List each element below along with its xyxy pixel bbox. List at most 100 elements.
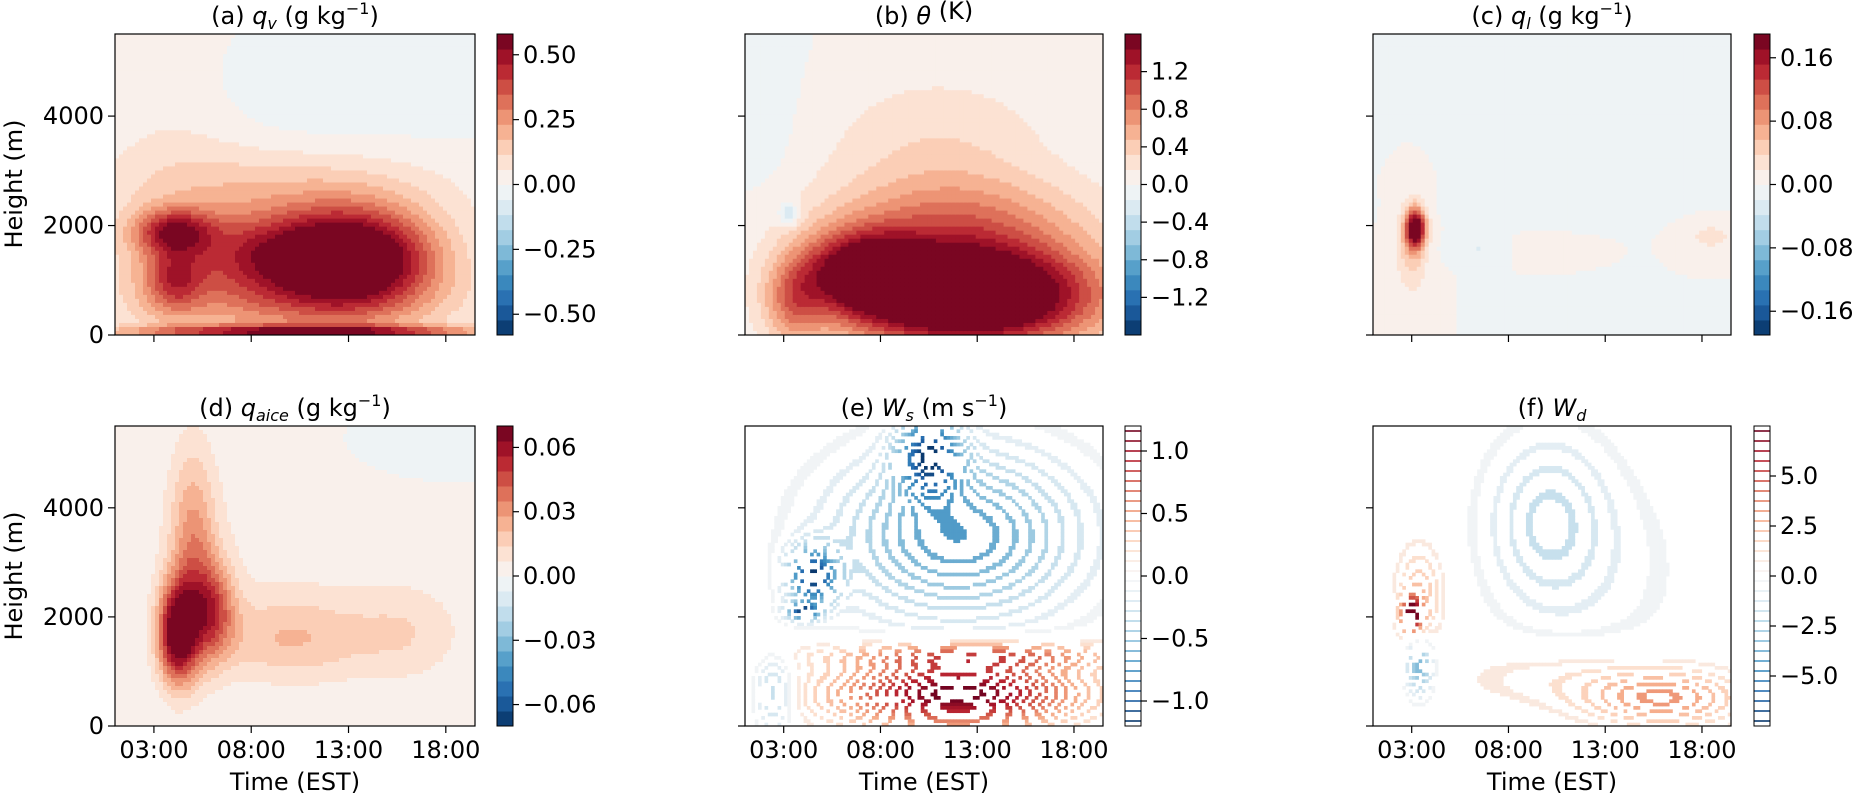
field-cell	[239, 266, 244, 272]
field-cell	[287, 274, 292, 280]
field-cell	[211, 218, 216, 224]
field-cell	[351, 318, 356, 324]
field-cell	[363, 318, 368, 324]
field-cell	[151, 250, 156, 256]
field-cell	[379, 94, 384, 99]
field-cell	[183, 150, 188, 155]
field-cell	[187, 38, 192, 43]
field-cell	[379, 186, 384, 192]
field-cell	[371, 254, 376, 260]
field-cell	[119, 226, 124, 232]
field-cell	[243, 98, 248, 103]
field-cell	[339, 282, 344, 288]
field-cell	[219, 254, 224, 260]
field-cell	[203, 262, 208, 268]
field-cell	[331, 270, 336, 276]
field-cell	[359, 46, 364, 51]
field-cell	[295, 286, 300, 292]
field-cell	[127, 210, 132, 216]
field-cell	[167, 214, 172, 220]
field-cell	[375, 130, 380, 135]
field-cell	[239, 138, 244, 143]
field-cell	[335, 226, 340, 232]
field-cell	[143, 186, 148, 192]
field-cell	[139, 110, 144, 115]
field-cell	[295, 122, 300, 127]
field-cell	[351, 154, 356, 160]
field-cell	[195, 142, 200, 147]
field-cell	[119, 250, 124, 256]
field-cell	[247, 126, 252, 131]
field-cell	[219, 162, 224, 168]
field-cell	[135, 202, 140, 208]
field-cell	[243, 38, 248, 43]
field-cell	[259, 126, 264, 131]
field-cell	[143, 62, 148, 67]
field-cell	[235, 326, 240, 332]
field-cell	[195, 326, 200, 332]
field-cell	[303, 82, 308, 87]
field-cell	[303, 242, 308, 248]
field-cell	[327, 66, 332, 71]
field-cell	[367, 286, 372, 292]
field-cell	[371, 66, 376, 71]
field-cell	[131, 42, 136, 47]
field-cell	[171, 146, 176, 151]
field-cell	[123, 126, 128, 131]
field-cell	[279, 242, 284, 248]
field-cell	[135, 74, 140, 79]
field-cell	[287, 242, 292, 248]
field-cell	[119, 34, 124, 39]
field-cell	[215, 86, 220, 91]
field-cell	[131, 210, 136, 216]
field-cell	[251, 198, 256, 204]
field-cell	[195, 206, 200, 212]
field-cell	[139, 86, 144, 91]
field-cell	[259, 286, 264, 292]
field-cell	[191, 306, 196, 312]
field-cell	[351, 118, 356, 123]
field-cell	[339, 58, 344, 63]
field-cell	[295, 258, 300, 264]
field-cell	[243, 210, 248, 216]
field-cell	[191, 162, 196, 168]
field-cell	[255, 130, 260, 135]
field-cell	[371, 242, 376, 248]
field-cell	[207, 242, 212, 248]
field-cell	[123, 54, 128, 59]
field-cell	[255, 38, 260, 43]
field-cell	[179, 66, 184, 71]
field-cell	[243, 138, 248, 143]
field-cell	[343, 94, 348, 99]
field-cell	[283, 118, 288, 123]
field-cell	[335, 254, 340, 260]
field-cell	[343, 306, 348, 312]
field-cell	[307, 150, 312, 155]
field-cell	[271, 174, 276, 180]
field-cell	[195, 38, 200, 43]
field-cell	[211, 50, 216, 55]
field-cell	[135, 330, 140, 335]
field-cell	[115, 114, 120, 119]
field-cell	[223, 34, 228, 39]
field-cell	[215, 330, 220, 335]
field-cell	[311, 214, 316, 220]
field-cell	[331, 78, 336, 83]
field-cell	[115, 78, 120, 83]
field-cell	[231, 306, 236, 312]
field-cell	[179, 70, 184, 75]
field-cell	[131, 110, 136, 115]
field-cell	[143, 254, 148, 260]
field-cell	[259, 242, 264, 248]
field-cell	[283, 294, 288, 300]
field-cell	[167, 130, 172, 135]
field-cell	[195, 50, 200, 55]
field-cell	[307, 118, 312, 123]
field-cell	[255, 126, 260, 131]
field-cell	[335, 90, 340, 95]
field-cell	[155, 82, 160, 87]
field-cell	[159, 290, 164, 296]
field-cell	[123, 198, 128, 204]
field-cell	[247, 166, 252, 172]
field-cell	[375, 326, 380, 332]
